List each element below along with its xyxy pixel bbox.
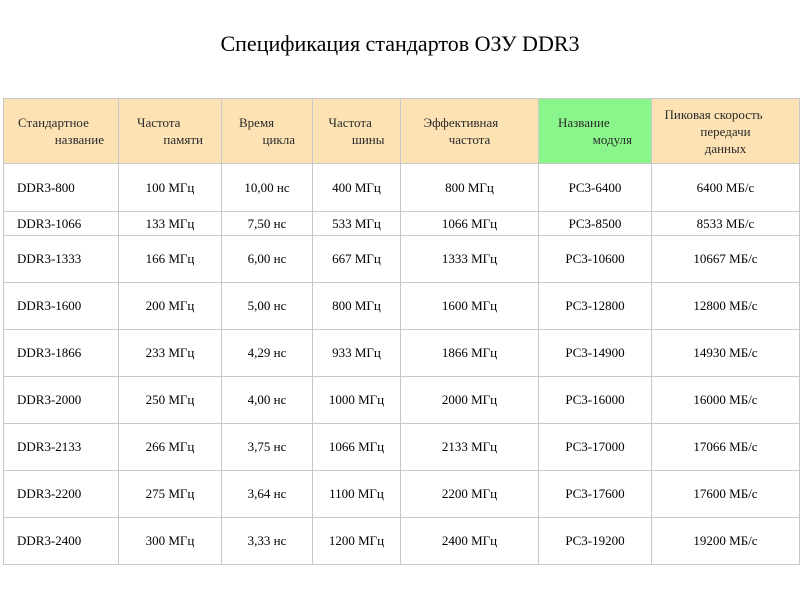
cell-effective-clock: 1333 МГц <box>400 235 539 283</box>
table-row: DDR3-1333 166 МГц 6,00 нс 667 МГц 1333 МГц PC… <box>3 235 800 283</box>
cell-bus-clock: 1066 МГц <box>312 423 401 471</box>
cell-peak-transfer-rate: 8533 МБ/с <box>651 211 800 236</box>
cell-bus-clock: 533 МГц <box>312 211 401 236</box>
cell-peak-transfer-rate: 19200 МБ/с <box>651 517 800 565</box>
cell-cycle-time: 4,00 нс <box>221 376 313 424</box>
cell-standard-name: DDR3-2400 <box>3 517 119 565</box>
cell-standard-name: DDR3-1333 <box>3 235 119 283</box>
cell-memory-clock: 266 МГц <box>118 423 222 471</box>
cell-peak-transfer-rate: 17066 МБ/с <box>651 423 800 471</box>
cell-memory-clock: 300 МГц <box>118 517 222 565</box>
header-text: Частота <box>137 115 181 130</box>
header-text: памяти <box>163 132 203 147</box>
cell-memory-clock: 275 МГц <box>118 470 222 518</box>
header-bus-clock: Частота шины <box>312 98 401 164</box>
cell-module-name: PC3-10600 <box>538 235 652 283</box>
cell-memory-clock: 250 МГц <box>118 376 222 424</box>
cell-effective-clock: 2200 МГц <box>400 470 539 518</box>
table-row: DDR3-1866 233 МГц 4,29 нс 933 МГц 1866 МГц PC… <box>3 329 800 377</box>
header-text: название <box>54 132 104 147</box>
cell-standard-name: DDR3-1066 <box>3 211 119 236</box>
cell-cycle-time: 10,00 нс <box>221 163 313 212</box>
cell-module-name: PC3-8500 <box>538 211 652 236</box>
ddr3-spec-table: Стандартное название Частота памяти Врем… <box>3 98 800 565</box>
header-text: Частота <box>328 115 372 130</box>
cell-peak-transfer-rate: 16000 МБ/с <box>651 376 800 424</box>
cell-module-name: PC3-17600 <box>538 470 652 518</box>
header-cycle-time: Время цикла <box>221 98 313 164</box>
table-row: DDR3-2200 275 МГц 3,64 нс 1100 МГц 2200 МГц P… <box>3 470 800 518</box>
header-row: Стандартное название Частота памяти Врем… <box>3 98 800 164</box>
cell-standard-name: DDR3-1600 <box>3 282 119 330</box>
header-text: шины <box>351 132 385 147</box>
header-text: модуля <box>592 132 632 147</box>
header-text: Стандартное <box>18 115 89 130</box>
cell-bus-clock: 933 МГц <box>312 329 401 377</box>
cell-memory-clock: 166 МГц <box>118 235 222 283</box>
table-row: DDR3-2133 266 МГц 3,75 нс 1066 МГц 2133 МГц P… <box>3 423 800 471</box>
header-text: Название <box>558 115 610 130</box>
cell-module-name: PC3-17000 <box>538 423 652 471</box>
cell-peak-transfer-rate: 6400 МБ/с <box>651 163 800 212</box>
header-module-name: Название модуля <box>538 98 652 164</box>
table-row: DDR3-2000 250 МГц 4,00 нс 1000 МГц 2000 МГц P… <box>3 376 800 424</box>
cell-memory-clock: 100 МГц <box>118 163 222 212</box>
header-memory-clock: Частота памяти <box>118 98 222 164</box>
cell-cycle-time: 3,64 нс <box>221 470 313 518</box>
page-title: Спецификация стандартов ОЗУ DDR3 <box>220 31 580 56</box>
table-body: DDR3-800 100 МГц 10,00 нс 400 МГц 800 МГц PC3… <box>3 163 800 565</box>
cell-peak-transfer-rate: 14930 МБ/с <box>651 329 800 377</box>
cell-peak-transfer-rate: 12800 МБ/с <box>651 282 800 330</box>
header-text: данных <box>704 140 747 156</box>
cell-module-name: PC3-16000 <box>538 376 652 424</box>
cell-standard-name: DDR3-2133 <box>3 423 119 471</box>
cell-cycle-time: 3,75 нс <box>221 423 313 471</box>
cell-effective-clock: 2133 МГц <box>400 423 539 471</box>
cell-effective-clock: 1600 МГц <box>400 282 539 330</box>
cell-bus-clock: 667 МГц <box>312 235 401 283</box>
cell-peak-transfer-rate: 17600 МБ/с <box>651 470 800 518</box>
cell-standard-name: DDR3-2200 <box>3 470 119 518</box>
cell-module-name: PC3-6400 <box>538 163 652 212</box>
cell-cycle-time: 6,00 нс <box>221 235 313 283</box>
table-row: DDR3-1600 200 МГц 5,00 нс 800 МГц 1600 МГц PC… <box>3 282 800 330</box>
cell-cycle-time: 3,33 нс <box>221 517 313 565</box>
header-text: Пиковая скорость <box>664 106 763 122</box>
cell-effective-clock: 1066 МГц <box>400 211 539 236</box>
header-text: частота <box>448 132 491 147</box>
header-text: Эффективная <box>423 115 499 130</box>
header-peak-transfer-rate: Пиковая скорость передачи данных <box>651 98 800 164</box>
cell-bus-clock: 1100 МГц <box>312 470 401 518</box>
cell-standard-name: DDR3-800 <box>3 163 119 212</box>
cell-cycle-time: 7,50 нс <box>221 211 313 236</box>
cell-module-name: PC3-12800 <box>538 282 652 330</box>
table-row: DDR3-800 100 МГц 10,00 нс 400 МГц 800 МГц PC3… <box>3 163 800 212</box>
cell-standard-name: DDR3-1866 <box>3 329 119 377</box>
cell-effective-clock: 800 МГц <box>400 163 539 212</box>
cell-standard-name: DDR3-2000 <box>3 376 119 424</box>
cell-module-name: PC3-14900 <box>538 329 652 377</box>
table-row: DDR3-2400 300 МГц 3,33 нс 1200 МГц 2400 МГц P… <box>3 517 800 565</box>
cell-module-name: PC3-19200 <box>538 517 652 565</box>
cell-cycle-time: 5,00 нс <box>221 282 313 330</box>
header-effective-clock: Эффективная частота <box>400 98 539 164</box>
cell-effective-clock: 1866 МГц <box>400 329 539 377</box>
header-standard-name: Стандартное название <box>3 98 119 164</box>
cell-cycle-time: 4,29 нс <box>221 329 313 377</box>
cell-effective-clock: 2400 МГц <box>400 517 539 565</box>
header-text: передачи <box>700 123 751 139</box>
cell-peak-transfer-rate: 10667 МБ/с <box>651 235 800 283</box>
header-text: цикла <box>262 132 296 147</box>
cell-bus-clock: 1200 МГц <box>312 517 401 565</box>
cell-effective-clock: 2000 МГц <box>400 376 539 424</box>
cell-memory-clock: 200 МГц <box>118 282 222 330</box>
table-row: DDR3-1066 133 МГц 7,50 нс 533 МГц 1066 МГц PC… <box>3 211 800 236</box>
cell-memory-clock: 233 МГц <box>118 329 222 377</box>
cell-bus-clock: 1000 МГц <box>312 376 401 424</box>
header-text: Время <box>239 115 275 130</box>
cell-memory-clock: 133 МГц <box>118 211 222 236</box>
cell-bus-clock: 800 МГц <box>312 282 401 330</box>
cell-bus-clock: 400 МГц <box>312 163 401 212</box>
